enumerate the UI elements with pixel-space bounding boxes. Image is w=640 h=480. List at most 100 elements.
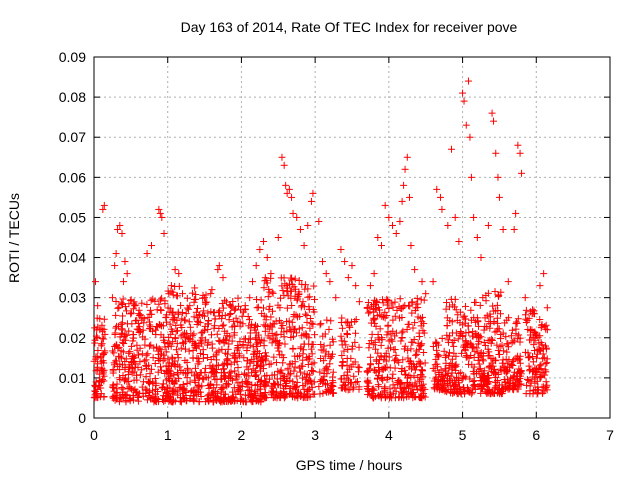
data-point (173, 292, 181, 300)
data-point (376, 325, 384, 333)
y-tick-label: 0.09 (59, 49, 86, 65)
data-point (525, 362, 533, 370)
data-point (502, 333, 510, 341)
data-point (521, 294, 529, 302)
data-point (248, 278, 256, 286)
data-point (261, 394, 269, 402)
data-point (484, 221, 492, 229)
data-point (518, 169, 526, 177)
data-point (181, 345, 189, 353)
data-point (379, 376, 387, 384)
data-point (260, 238, 268, 246)
data-point (207, 290, 215, 298)
plot-frame (93, 56, 611, 419)
y-tick-label: 0.08 (59, 89, 86, 105)
data-point (381, 201, 389, 209)
data-point (445, 364, 453, 372)
data-point (468, 361, 476, 369)
data-point (509, 337, 517, 345)
data-point (130, 352, 138, 360)
data-point (95, 382, 103, 390)
data-point (118, 229, 126, 237)
data-point (228, 396, 236, 404)
data-point (526, 366, 534, 374)
data-point (293, 213, 301, 221)
data-point (140, 378, 148, 386)
data-point (473, 234, 481, 241)
data-point (122, 398, 130, 406)
data-point (268, 371, 276, 379)
data-point (182, 370, 190, 378)
data-point (398, 367, 406, 375)
data-point (168, 387, 176, 395)
data-point (177, 301, 185, 309)
data-point (290, 367, 298, 375)
data-point (488, 359, 496, 367)
data-point (118, 300, 126, 308)
data-point (319, 258, 327, 266)
data-point (379, 299, 387, 307)
data-point (165, 390, 173, 398)
data-point (183, 364, 191, 372)
data-point (320, 342, 328, 350)
data-point (451, 362, 459, 370)
data-point (248, 381, 256, 389)
data-point (210, 372, 218, 380)
data-point (512, 330, 520, 338)
data-point (289, 209, 297, 217)
data-point (418, 318, 426, 326)
data-point (405, 372, 413, 380)
data-point (307, 345, 315, 353)
data-point (539, 389, 547, 397)
data-point (505, 314, 513, 322)
data-point (533, 354, 541, 362)
data-point (304, 378, 312, 386)
data-point (183, 294, 191, 302)
data-point (215, 337, 223, 345)
data-point (352, 378, 360, 386)
data-point (279, 287, 287, 295)
data-point (240, 335, 248, 343)
data-point (461, 388, 469, 396)
data-point (522, 390, 530, 398)
data-point (254, 303, 262, 311)
data-point (276, 392, 284, 400)
data-point (200, 312, 208, 320)
data-point (260, 304, 268, 312)
data-point (289, 378, 297, 386)
data-point (275, 340, 283, 348)
data-point (127, 296, 135, 304)
data-point (430, 377, 438, 385)
data-point (269, 394, 277, 402)
data-point (366, 308, 374, 316)
data-point (164, 355, 172, 363)
data-point (381, 383, 389, 391)
data-point (411, 319, 419, 327)
data-point (112, 324, 120, 332)
data-point (302, 373, 310, 381)
data-point (286, 326, 294, 334)
data-point (91, 278, 99, 286)
data-point (512, 354, 520, 362)
data-point (476, 301, 484, 309)
data-point (327, 317, 335, 325)
data-point (260, 321, 268, 329)
data-point (192, 344, 200, 352)
data-point (432, 373, 440, 381)
data-point (300, 331, 308, 339)
data-point (109, 347, 117, 355)
data-point (370, 296, 378, 304)
data-point (243, 363, 251, 371)
data-point (167, 325, 175, 333)
data-point (429, 364, 437, 372)
data-point (149, 387, 157, 395)
data-point (450, 342, 458, 350)
data-point (232, 375, 240, 383)
data-point (305, 305, 313, 313)
data-point (231, 353, 239, 361)
data-point (326, 278, 334, 286)
data-point (288, 193, 296, 201)
data-point (171, 334, 179, 342)
data-point (229, 393, 237, 401)
data-point (484, 345, 492, 353)
